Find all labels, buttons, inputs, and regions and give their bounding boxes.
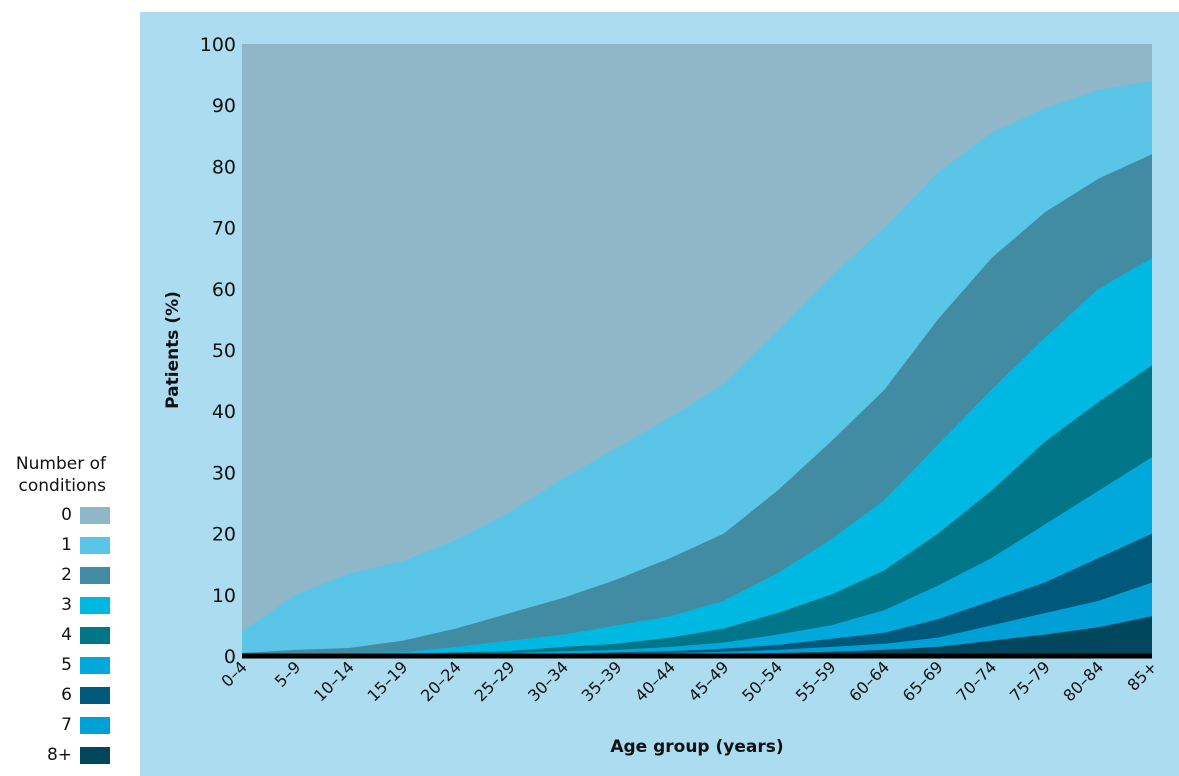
y-tick-label: 80 — [212, 156, 236, 178]
x-tick-label: 70–74 — [952, 657, 1000, 705]
x-tick-label: 30–34 — [524, 657, 572, 705]
legend-item-4: 4 — [40, 625, 110, 647]
x-tick-label: 15–19 — [364, 657, 412, 705]
x-tick-label: 5–9 — [271, 657, 304, 690]
x-tick-label: 85+ — [1124, 657, 1161, 694]
x-tick-label: 0–4 — [217, 657, 250, 690]
area-series-6 — [242, 533, 1152, 656]
legend-swatch — [80, 747, 110, 764]
legend-item-1: 1 — [40, 535, 110, 557]
legend-label: 1 — [61, 535, 72, 555]
y-tick-label: 50 — [212, 340, 236, 362]
legend-item-2: 2 — [40, 565, 110, 587]
legend-item-0: 0 — [40, 505, 110, 527]
legend-title: Number of conditions — [0, 453, 106, 497]
x-tick-label: 40–44 — [631, 657, 679, 705]
legend-label: 0 — [61, 505, 72, 525]
y-tick-label: 60 — [212, 279, 236, 301]
y-tick-label: 30 — [212, 462, 236, 484]
x-tick-label: 35–39 — [578, 657, 626, 705]
x-tick-label: 50–54 — [738, 657, 786, 705]
area-series-8+ — [242, 616, 1152, 656]
area-series-4 — [242, 365, 1152, 656]
legend-swatch — [80, 627, 110, 644]
y-tick-label: 90 — [212, 95, 236, 117]
legend-title-line2: conditions — [18, 476, 106, 496]
legend-label: 5 — [61, 655, 72, 675]
legend-item-6: 6 — [40, 685, 110, 707]
legend-item-5: 5 — [40, 655, 110, 677]
y-tick-label: 40 — [212, 401, 236, 423]
y-tick-label: 100 — [200, 34, 236, 56]
legend-swatch — [80, 507, 110, 524]
legend-label: 2 — [61, 565, 72, 585]
legend-label: 3 — [61, 595, 72, 615]
x-tick-label: 25–29 — [471, 657, 519, 705]
area-series-5 — [242, 457, 1152, 656]
legend-title-line1: Number of — [15, 454, 106, 474]
y-tick-label: 10 — [212, 585, 236, 607]
y-tick-label: 0 — [224, 646, 236, 668]
x-tick-label: 75–79 — [1006, 657, 1054, 705]
legend-swatch — [80, 657, 110, 674]
chart-svg: 0 10 20 30 40 50 60 70 80 90 100 0–4 5–9 10–14 15–19 20… — [163, 34, 1161, 757]
y-tick-label: 70 — [212, 218, 236, 240]
legend-swatch — [80, 687, 110, 704]
legend-label: 6 — [61, 685, 72, 705]
legend-label: 7 — [61, 715, 72, 735]
legend-swatch — [80, 567, 110, 584]
x-axis-title: Age group (years) — [610, 737, 783, 757]
x-tick-label: 80–84 — [1059, 657, 1107, 705]
x-tick-label: 55–59 — [792, 657, 840, 705]
legend-item-8+: 8+ — [40, 745, 110, 767]
legend-swatch — [80, 717, 110, 734]
legend-label: 8+ — [46, 745, 72, 765]
y-axis-title: Patients (%) — [163, 291, 183, 409]
legend-label: 4 — [61, 625, 72, 645]
y-tick-label: 20 — [212, 524, 236, 546]
legend-item-3: 3 — [40, 595, 110, 617]
x-tick-label: 45–49 — [685, 657, 733, 705]
legend-item-7: 7 — [40, 715, 110, 737]
x-tick-label: 20–24 — [417, 657, 465, 705]
chart-panel: 0 10 20 30 40 50 60 70 80 90 100 0–4 5–9 10–14 15–19 20… — [140, 12, 1179, 776]
legend-swatch — [80, 537, 110, 554]
x-tick-label: 60–64 — [845, 657, 893, 705]
x-tick-label: 10–14 — [310, 657, 358, 705]
x-tick-label: 65–69 — [899, 657, 947, 705]
legend-swatch — [80, 597, 110, 614]
